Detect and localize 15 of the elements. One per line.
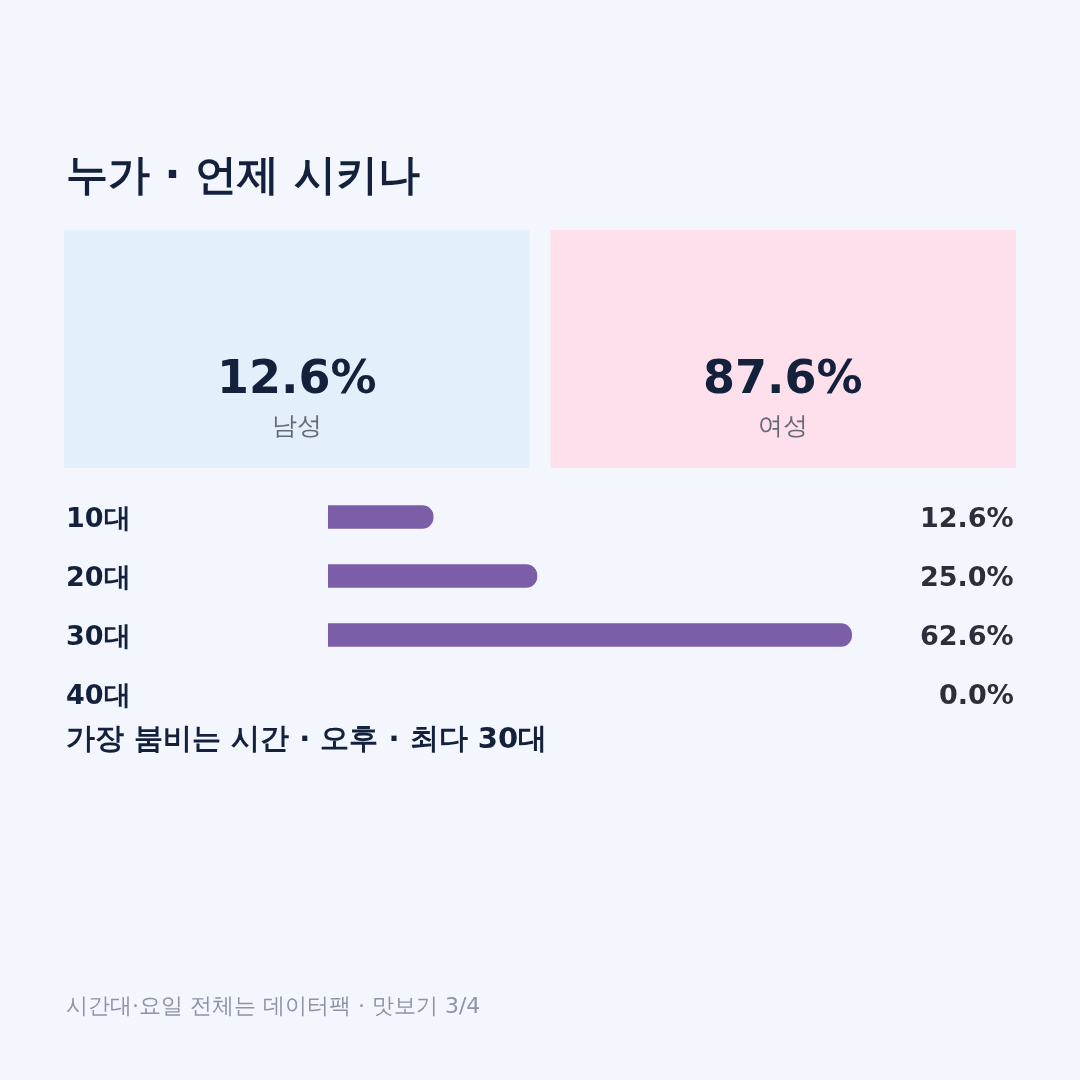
data-label: 12.6% (920, 502, 1014, 533)
data-label: 0.0% (939, 679, 1014, 710)
text: 남성 (272, 411, 322, 440)
y-tick-label: 30대 (66, 620, 131, 651)
text: 12.6% (217, 350, 377, 404)
annotation: 가장 붐비는 시간 · 오후 · 최다 30대 (66, 721, 548, 755)
text: 87.6% (703, 350, 863, 404)
y-tick-label: 40대 (66, 679, 131, 710)
y-tick-label: 20대 (66, 561, 131, 592)
text: 시간대·요일 전체는 데이터팩 · 맛보기 3/4 (66, 993, 481, 1018)
text: 누가 · 언제 시키나 (66, 150, 420, 199)
data-label: 62.6% (920, 620, 1014, 651)
text: 여성 (758, 411, 808, 440)
data-label: 25.0% (920, 561, 1014, 592)
y-tick-label: 10대 (66, 502, 131, 533)
